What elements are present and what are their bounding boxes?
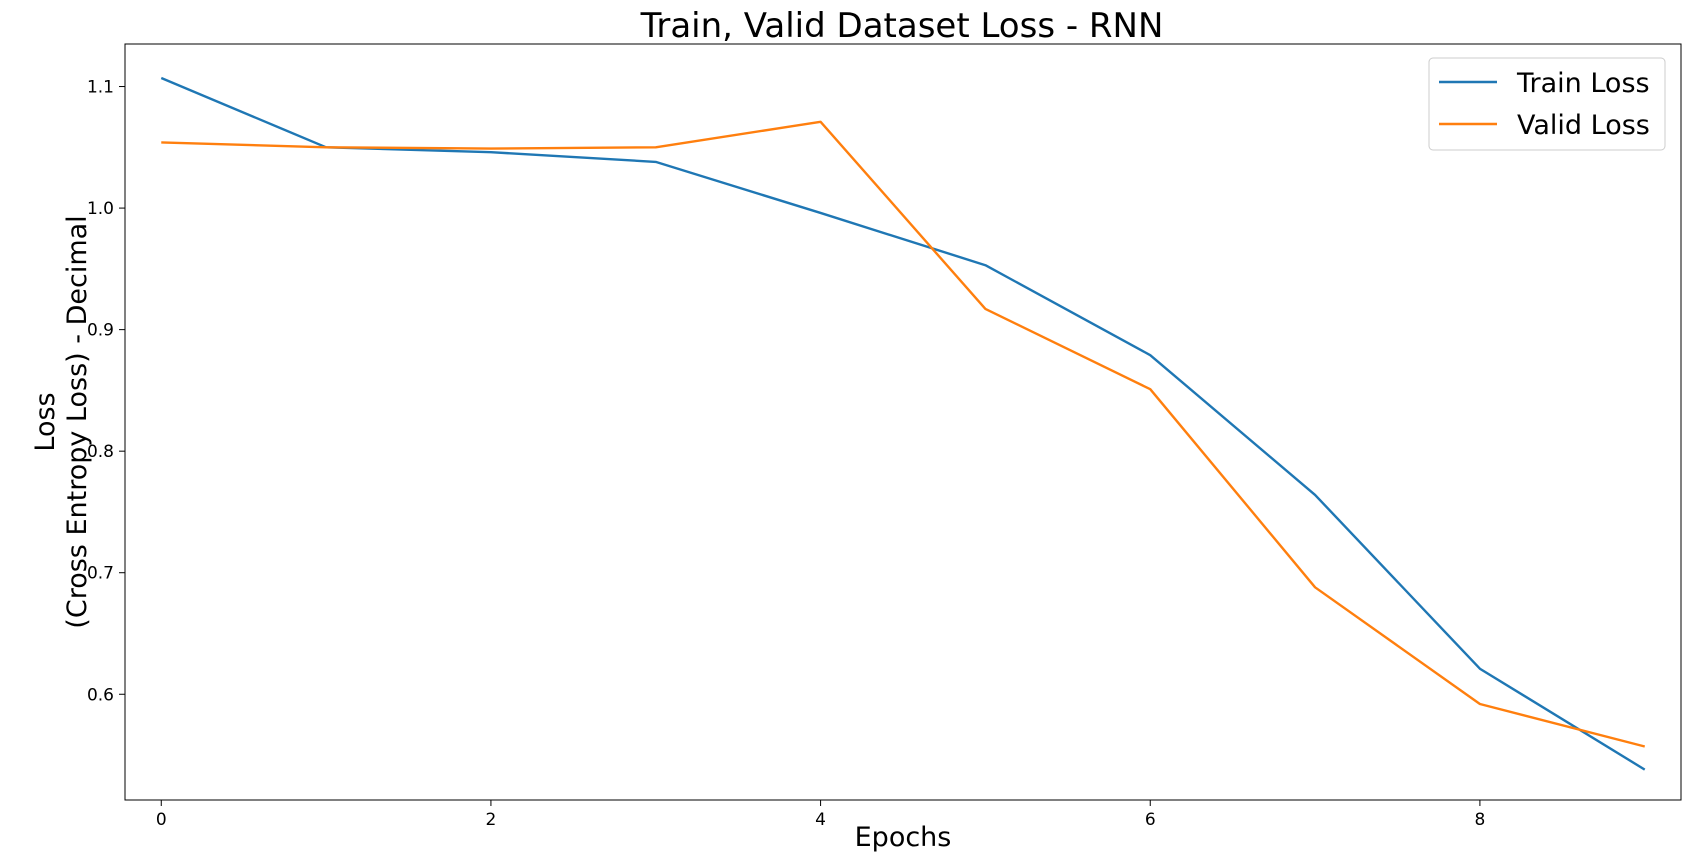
legend-label-valid-loss: Valid Loss (1517, 110, 1650, 141)
y-axis-label-line-1: Loss (30, 392, 61, 451)
chart-title: Train, Valid Dataset Loss - RNN (640, 6, 1164, 46)
series-layer (160, 76, 1646, 771)
y-tick-label: 0.9 (87, 321, 114, 341)
y-axis-ticks: 0.6 0.7 0.8 0.9 1.0 1.1 (87, 78, 125, 705)
y-tick-label: 0.8 (87, 442, 114, 462)
y-axis-label-line-2: (Cross Entropy Loss) - Decimal (62, 215, 93, 628)
legend-label-train-loss: Train Loss (1516, 68, 1650, 99)
y-tick-label: 0.7 (87, 564, 114, 584)
x-tick-label: 4 (815, 810, 826, 830)
x-tick-label: 6 (1145, 810, 1156, 830)
series-line-valid-loss (161, 120, 1646, 748)
y-axis-label: Loss (Cross Entropy Loss) - Decimal (30, 215, 93, 628)
x-axis-ticks: 0 2 4 6 8 (156, 800, 1485, 830)
x-axis-label: Epochs (855, 822, 952, 853)
x-tick-label: 2 (486, 810, 497, 830)
legend: Train Loss Valid Loss (1428, 57, 1666, 151)
series-line-train-loss (160, 76, 1646, 771)
x-tick-label: 8 (1474, 810, 1485, 830)
y-tick-label: 1.1 (87, 78, 114, 98)
y-tick-label: 0.6 (87, 685, 114, 705)
y-tick-label: 1.0 (87, 199, 114, 219)
x-tick-label: 0 (156, 810, 167, 830)
plot-area-frame (124, 43, 1682, 801)
